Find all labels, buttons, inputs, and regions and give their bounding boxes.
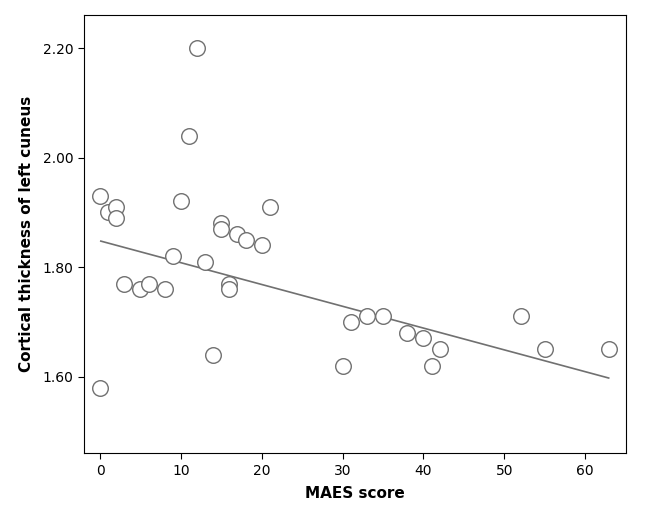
Point	[604, 345, 615, 353]
Point	[143, 280, 154, 288]
Point	[264, 203, 275, 211]
Point	[257, 241, 267, 249]
Point	[159, 285, 170, 293]
Point	[224, 280, 235, 288]
Point	[337, 362, 348, 370]
Point	[111, 203, 121, 211]
Point	[119, 280, 130, 288]
Point	[419, 334, 429, 342]
Point	[95, 383, 105, 391]
Point	[111, 214, 121, 222]
Point	[224, 285, 235, 293]
Point	[241, 236, 251, 244]
Point	[216, 225, 226, 233]
Point	[200, 258, 210, 266]
Point	[362, 312, 372, 320]
Point	[95, 192, 105, 200]
Point	[208, 351, 219, 359]
Y-axis label: Cortical thickness of left cuneus: Cortical thickness of left cuneus	[19, 96, 34, 372]
Point	[435, 345, 445, 353]
Point	[402, 329, 412, 337]
Point	[192, 44, 203, 53]
Point	[175, 197, 186, 205]
Point	[378, 312, 388, 320]
Point	[540, 345, 550, 353]
Point	[103, 208, 114, 216]
Point	[135, 285, 146, 293]
Point	[168, 252, 178, 260]
Point	[232, 230, 243, 238]
Point	[426, 362, 437, 370]
Point	[346, 318, 356, 326]
Point	[515, 312, 526, 320]
X-axis label: MAES score: MAES score	[305, 486, 404, 501]
Point	[216, 219, 226, 228]
Point	[184, 132, 194, 140]
